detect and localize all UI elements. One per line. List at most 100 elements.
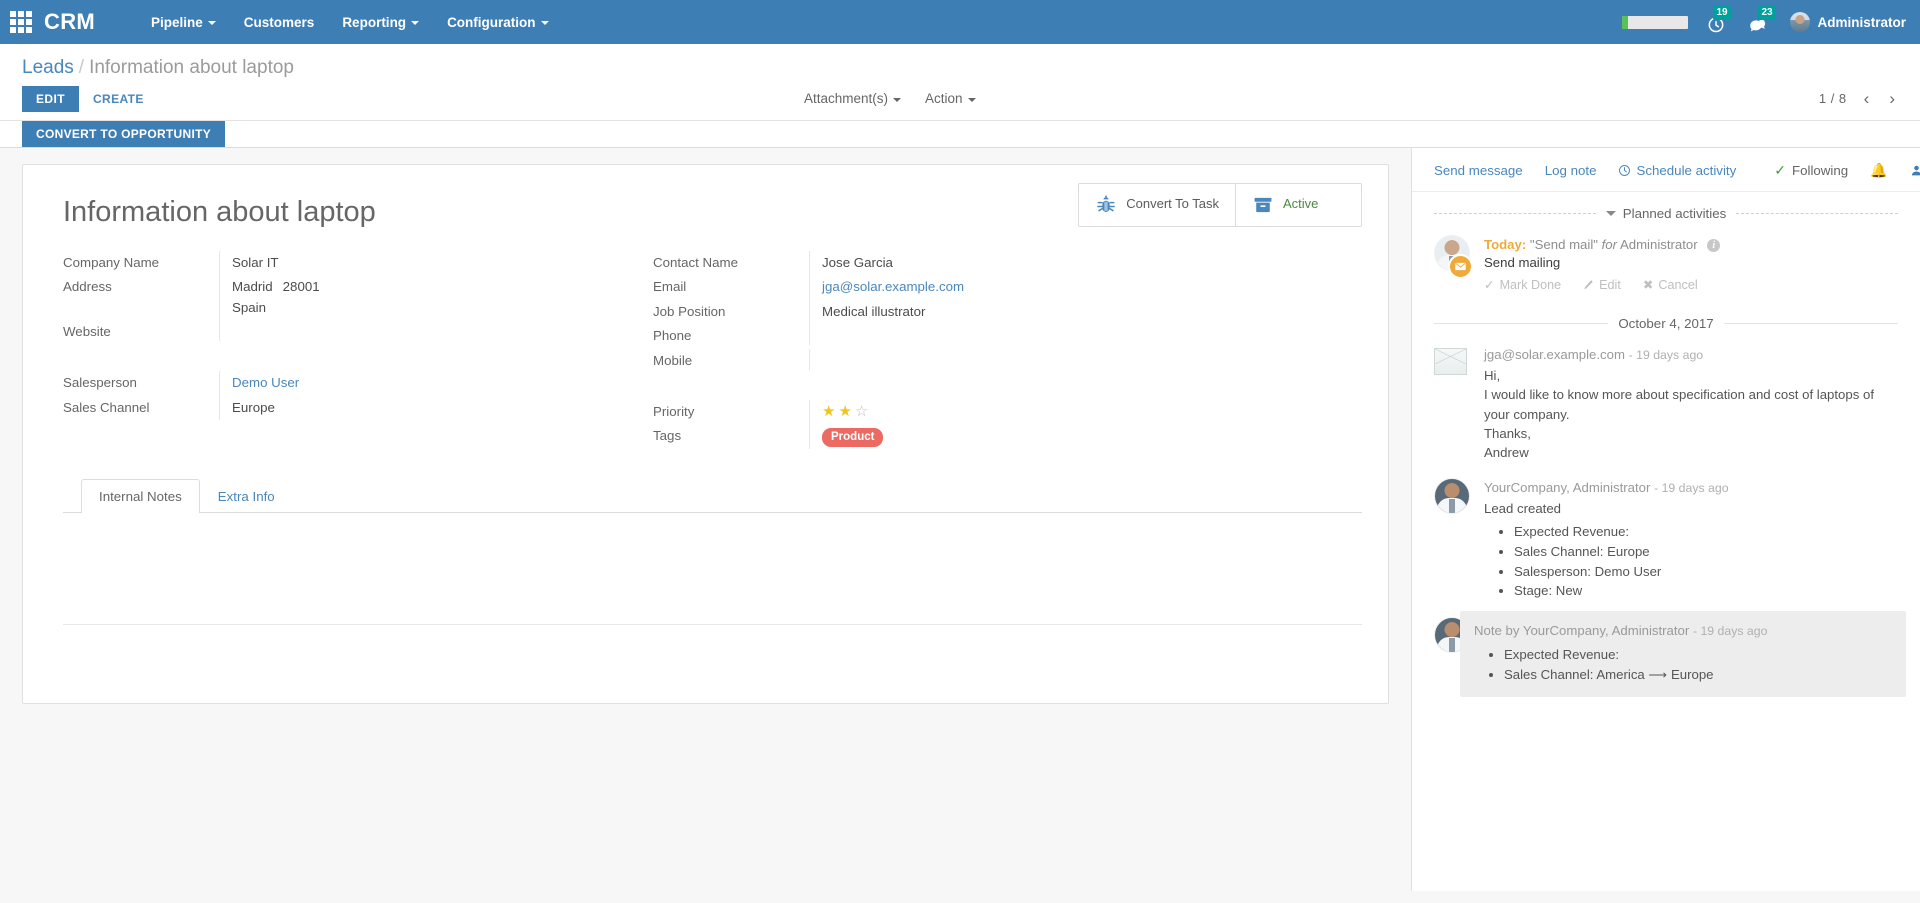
status-badge[interactable]: Product	[822, 428, 884, 448]
edit-activity-label: Edit	[1599, 277, 1621, 292]
field-tags-value[interactable]: Product	[809, 424, 1293, 450]
breadcrumb-leads[interactable]: Leads	[22, 57, 74, 78]
planned-activity-item: Today: "Send mail" for Administrator i S…	[1412, 229, 1920, 303]
message-bullet: Sales Channel: Europe	[1514, 542, 1898, 562]
activity-count-badge: 19	[1713, 6, 1731, 20]
pager-count: 1 / 8	[1818, 91, 1847, 107]
field-tags: Tags Product	[653, 424, 1293, 450]
attachments-dropdown-label: Attachment(s)	[804, 91, 889, 107]
schedule-activity-label: Schedule activity	[1636, 162, 1737, 178]
progress-bar	[1622, 15, 1689, 29]
message-bullet: Sales Channel: America ⟶ Europe	[1504, 665, 1892, 685]
menu-reporting-label: Reporting	[342, 14, 407, 30]
pager-previous-icon[interactable]: ‹	[1863, 89, 1870, 109]
info-icon[interactable]: i	[1707, 238, 1721, 252]
priority-star-3[interactable]: ☆	[854, 402, 869, 420]
menu-configuration[interactable]: Configuration	[433, 2, 562, 43]
field-website: Website	[63, 320, 653, 345]
cancel-activity-button[interactable]: ✖ Cancel	[1643, 277, 1698, 293]
messages-button[interactable]: 23	[1748, 6, 1776, 35]
pager-next-icon[interactable]: ›	[1889, 89, 1895, 109]
planned-activity-header: Today: "Send mail" for Administrator i	[1484, 235, 1898, 255]
main-content: Convert To Task Active Information about…	[0, 147, 1920, 891]
navbar-right-tools: 19 23 Administrator	[1622, 6, 1906, 35]
log-note-button[interactable]: Log note	[1544, 162, 1597, 178]
menu-pipeline[interactable]: Pipeline	[137, 2, 230, 43]
following-label: Following	[1791, 162, 1849, 178]
field-phone-value[interactable]	[809, 324, 1293, 346]
menu-customers[interactable]: Customers	[230, 2, 329, 43]
email-link[interactable]: jga@solar.example.com	[822, 279, 965, 295]
fields-area: Company Name Solar IT Address Madrid 2800…	[63, 250, 1362, 450]
field-salesperson-label: Salesperson	[63, 375, 137, 391]
mail-envelope-icon	[1434, 348, 1467, 376]
field-email-label: Email	[653, 279, 687, 295]
priority-star-2[interactable]: ★	[838, 402, 852, 420]
attachments-dropdown[interactable]: Attachment(s)	[804, 91, 902, 107]
field-mobile-value[interactable]	[809, 349, 1293, 371]
field-sales-channel-value[interactable]: Europe	[219, 395, 653, 421]
followers-button[interactable]: 2	[1910, 163, 1920, 178]
active-archive-button[interactable]: Active	[1235, 183, 1361, 226]
field-mobile-label: Mobile	[653, 353, 693, 369]
tab-extra-info[interactable]: Extra Info	[217, 489, 275, 505]
message-author[interactable]: Note by YourCompany, Administrator	[1474, 623, 1690, 639]
message-author[interactable]: jga@solar.example.com	[1484, 347, 1625, 363]
user-photo	[1434, 477, 1470, 514]
activity-clock-button[interactable]: 19	[1706, 6, 1731, 35]
message-text: Hi, I would like to know more about spec…	[1484, 366, 1898, 462]
field-spacer	[63, 345, 653, 371]
date-separator-label: October 4, 2017	[1618, 316, 1714, 332]
field-sales-channel-label: Sales Channel	[63, 399, 150, 415]
convert-to-opportunity-button[interactable]: CONVERT TO OPPORTUNITY	[22, 120, 226, 147]
chevron-down-icon	[893, 97, 902, 102]
activity-actions: ✓ Mark Done Edit ✖ Cancel	[1484, 277, 1898, 293]
field-address-value[interactable]: Madrid 28001 Spain	[219, 275, 653, 321]
tab-panel-internal-notes[interactable]	[63, 513, 1362, 626]
field-website-value[interactable]	[219, 320, 653, 342]
following-toggle[interactable]: ✓ Following	[1774, 162, 1848, 179]
field-tags-label: Tags	[653, 428, 682, 444]
message-author[interactable]: YourCompany, Administrator	[1484, 479, 1651, 495]
apps-grid-icon[interactable]	[8, 9, 34, 35]
list-item: jga@solar.example.com - 19 days ago Hi, …	[1412, 339, 1920, 472]
edit-activity-button[interactable]: Edit	[1583, 277, 1621, 292]
edit-button[interactable]: EDIT	[22, 85, 79, 112]
action-dropdown[interactable]: Action	[925, 91, 976, 106]
field-company-name: Company Name Solar IT	[63, 250, 653, 276]
planned-activities-toggle[interactable]: Planned activities	[1605, 206, 1726, 221]
chevron-down-icon	[540, 20, 549, 25]
mark-done-label: Mark Done	[1499, 277, 1562, 292]
field-company-name-value[interactable]: Solar IT	[219, 250, 653, 276]
mark-done-button[interactable]: ✓ Mark Done	[1484, 277, 1562, 293]
planned-activity-body: Today: "Send mail" for Administrator i S…	[1484, 235, 1898, 293]
list-item: YourCompany, Administrator - 19 days ago…	[1412, 472, 1920, 611]
field-priority-value[interactable]: ★ ★ ☆	[809, 399, 1293, 425]
schedule-activity-button[interactable]: Schedule activity	[1618, 163, 1736, 178]
field-email-value[interactable]: jga@solar.example.com	[809, 275, 1293, 300]
field-contact-name-value[interactable]: Jose Garcia	[809, 250, 1293, 276]
send-message-button[interactable]: Send message	[1434, 162, 1523, 178]
mail-activity-icon	[1448, 253, 1473, 279]
activity-assignee: Administrator	[1619, 236, 1698, 252]
menu-pipeline-label: Pipeline	[151, 14, 203, 30]
priority-stars[interactable]: ★ ★ ☆	[822, 403, 868, 419]
pencil-icon	[1584, 280, 1593, 290]
check-icon: ✓	[1774, 161, 1786, 178]
app-brand-crm[interactable]: CRM	[44, 9, 96, 34]
bell-icon[interactable]: 🔔	[1870, 161, 1888, 178]
priority-star-1[interactable]: ★	[822, 402, 836, 420]
date-separator: October 4, 2017	[1412, 302, 1920, 339]
address-city: Madrid	[232, 279, 273, 295]
field-salesperson-value[interactable]: Demo User	[219, 371, 653, 396]
form-left-column: Company Name Solar IT Address Madrid 2800…	[63, 250, 653, 450]
create-button[interactable]: CREATE	[79, 86, 158, 112]
address-zip: 28001	[282, 279, 320, 295]
salesperson-link[interactable]: Demo User	[232, 375, 300, 391]
field-job-position-value[interactable]: Medical illustrator	[809, 299, 1293, 325]
tab-internal-notes[interactable]: Internal Notes	[81, 479, 200, 514]
field-address: Address Madrid 28001 Spain	[63, 275, 653, 321]
menu-reporting[interactable]: Reporting	[328, 2, 433, 43]
user-menu[interactable]: Administrator	[1790, 12, 1906, 32]
convert-to-task-button[interactable]: Convert To Task	[1079, 184, 1235, 226]
